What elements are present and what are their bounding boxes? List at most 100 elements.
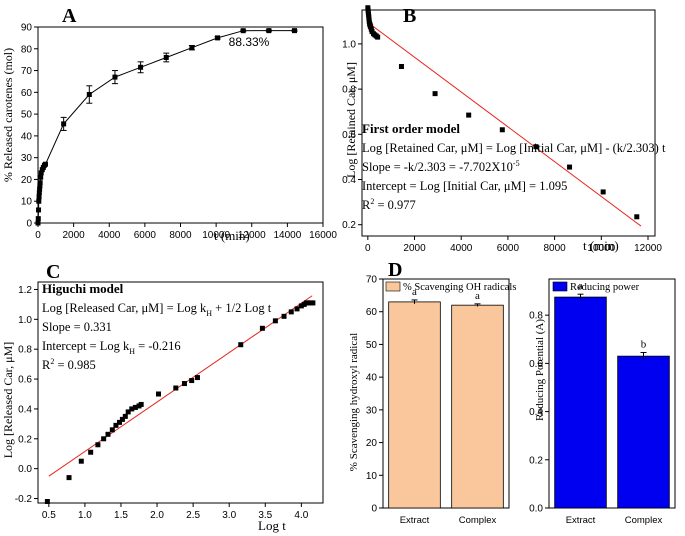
panel-d-right-legend-label: Reducing power xyxy=(570,282,640,293)
panel-b-data-point xyxy=(634,214,640,220)
panel-d-left-legend-label: % Scavenging OH radicals xyxy=(403,282,516,293)
panel-c-data-point xyxy=(78,458,84,464)
panel-b-data-point xyxy=(567,164,573,170)
panel-c-data-point xyxy=(122,413,128,419)
panel-b-ytick-label: 1.0 xyxy=(342,39,356,50)
panel-c-ytick-label: 0.6 xyxy=(18,375,32,386)
panel-a-ytick-label: 70 xyxy=(21,66,33,77)
panel-b-xlabel: t (min) xyxy=(583,238,619,253)
panel-b-ytick-label: 0.4 xyxy=(342,175,356,186)
panel-a-data-point xyxy=(112,74,118,80)
panel-c-ytick-label: -0.2 xyxy=(15,494,33,505)
panel-a-data-point xyxy=(292,28,297,34)
panel-a-tick-labels: 0 2000 4000 6000 8000 10000 12000 14000 16000 0 10… xyxy=(21,23,337,242)
panel-c-data-point xyxy=(281,313,287,319)
panel-c-xlabel: Log t xyxy=(258,518,286,533)
panel-c-data-point xyxy=(109,427,115,433)
panel-d-left-tick-labels: 0 10 20 30 40 50 60 70 Extract Complex xyxy=(366,275,497,527)
panel-c-data-point xyxy=(194,375,200,381)
panel-c-data-point xyxy=(173,385,179,391)
panel-a-data-point xyxy=(38,174,44,180)
panel-c-data-point xyxy=(129,406,135,412)
panel-b-data-point xyxy=(533,144,539,150)
panel-a-xlabel: t (min) xyxy=(214,228,250,243)
panel-b-slope: Slope = -k/2.303 = -7.702X10-5 xyxy=(362,159,520,174)
panel-c-xtick-label: 2.0 xyxy=(150,510,164,521)
panel-d-right-marks: ab xyxy=(554,280,670,509)
panel-b-xtick-label: 8000 xyxy=(543,243,566,254)
panel-a-data-point xyxy=(189,45,195,51)
panel-b-data-point xyxy=(600,189,606,195)
panel-a-xtick-label: 12000 xyxy=(238,230,266,241)
panel-a-data-point xyxy=(37,180,43,186)
panel-a-ytick-label: 50 xyxy=(21,110,33,121)
panel-d-left-ytick-label: 10 xyxy=(366,471,378,482)
panel-a-ytick-label: 20 xyxy=(21,175,33,186)
panel-d-left-axes xyxy=(379,278,510,509)
panel-a-data-point xyxy=(36,194,42,200)
panel-a-ytick-label: 0 xyxy=(26,219,32,230)
panel-c-data-point xyxy=(294,306,300,312)
panel-c-marks xyxy=(44,295,316,505)
panel-c-ytick-label: 0.0 xyxy=(18,464,32,475)
panel-c-data-point xyxy=(125,409,131,415)
panel-c-data-point xyxy=(88,449,94,455)
panel-b-xtick-label: 12000 xyxy=(634,243,662,254)
panel-c: C 0.5 1.0 1.5 2.0 2.5 3.0 3.5 4.0-0.20.00.20.40… xyxy=(1,261,324,533)
panel-c-ytick-label: 1.2 xyxy=(18,285,32,296)
panel-a-data-point xyxy=(86,92,92,98)
panel-d-right-axes xyxy=(545,278,676,509)
panel-d-right-tick-labels: 0.0 0.2 0.4 0.6 0.8 Extract Complex xyxy=(529,311,662,526)
panel-a-xtick-label: 0 xyxy=(35,230,41,241)
panel-b: B 0 2000 4000 6000 8000 10000 12000 0.2 0.4 0.6 0.… xyxy=(342,5,666,254)
panel-b-xtick-label: 4000 xyxy=(450,243,473,254)
panel-a-xtick-label: 6000 xyxy=(134,230,157,241)
panel-c-xtick-label: 1.5 xyxy=(114,510,128,521)
panel-c-data-point xyxy=(101,436,107,442)
panel-c-data-point xyxy=(259,325,265,331)
panel-d-left-category-label: Complex xyxy=(459,515,497,526)
panel-c-r2: R2 = 0.985 xyxy=(42,357,96,372)
panel-a-letter: A xyxy=(62,5,77,27)
panel-d-right-frame xyxy=(548,278,676,509)
panel-c-ytick-label: 0.8 xyxy=(18,345,32,356)
panel-c-equation: Log [Released Car, μM] = Log kH + 1/2 Lo… xyxy=(42,301,272,318)
panel-b-xtick-label: 2000 xyxy=(403,243,426,254)
panel-a-data-point xyxy=(240,28,246,34)
panel-b-model-title: First order model xyxy=(362,121,460,136)
panel-a-xtick-label: 10000 xyxy=(202,230,230,241)
panel-c-data-point xyxy=(117,419,123,425)
panel-c-data-point xyxy=(95,442,101,448)
panel-a-data-point xyxy=(35,216,41,222)
panel-a-xtick-label: 16000 xyxy=(309,230,337,241)
panel-a-xtick-label: 14000 xyxy=(273,230,301,241)
panel-c-data-point xyxy=(138,401,144,407)
panel-a-data-point xyxy=(61,121,67,127)
panel-b-data-point xyxy=(432,91,438,97)
panel-d-left-ytick-label: 60 xyxy=(366,307,378,318)
panel-c-xtick-label: 3.0 xyxy=(222,510,236,521)
panel-a-ytick-label: 90 xyxy=(21,23,33,34)
panel-b-letter: B xyxy=(403,5,416,27)
panel-a-data-point xyxy=(38,170,44,176)
panel-a-data-point xyxy=(42,161,48,167)
panel-c-xtick-label: 3.5 xyxy=(258,510,272,521)
panel-a-marks xyxy=(35,28,298,226)
panel-b-xtick-label: 10000 xyxy=(587,243,615,254)
panel-c-xtick-label: 4.0 xyxy=(294,510,308,521)
panel-a-ytick-label: 30 xyxy=(21,153,33,164)
panel-a-data-point xyxy=(37,186,43,192)
panel-d-left-category-label: Extract xyxy=(400,515,430,526)
panel-a-xtick-label: 2000 xyxy=(63,230,86,241)
panel-b-fit-line xyxy=(367,22,642,227)
panel-d-right-ytick-label: 0.8 xyxy=(529,311,543,322)
panel-d-right-bar xyxy=(617,355,670,509)
panel-d-left-ylabel: % Scavenging hydroxyl radical xyxy=(348,333,360,471)
panel-d-left-ytick-label: 50 xyxy=(366,340,378,351)
panel-a-axes xyxy=(34,26,324,227)
panel-a-ytick-label: 60 xyxy=(21,88,33,99)
panel-b-axes xyxy=(358,9,656,240)
panel-d-left-frame xyxy=(382,278,510,509)
panel-a-data-point xyxy=(36,190,42,196)
